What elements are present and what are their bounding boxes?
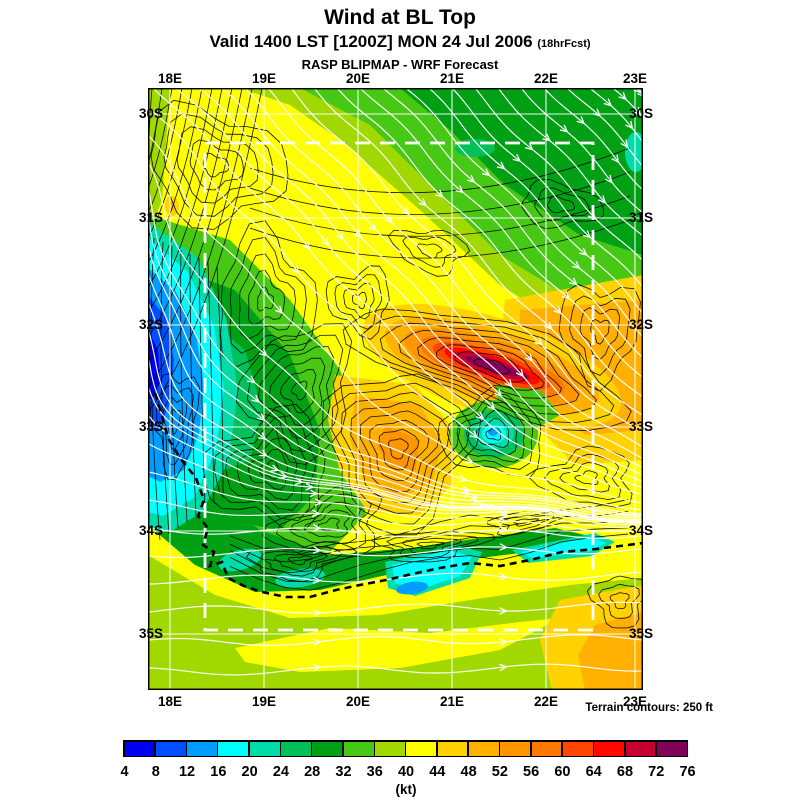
colorbar-tick-label: 16 [210,764,227,780]
colorbar-segment [406,741,437,756]
colorbar-segment [343,741,374,756]
lon-label-top: 22E [533,71,559,86]
colorbar-tick-label: 40 [397,764,415,780]
lon-label-top: 19E [251,71,277,86]
colorbar-segment [625,741,656,756]
colorbar-segment [124,741,155,756]
lon-label-top: 18E [157,71,183,86]
page-title: Wind at BL Top [324,6,476,29]
lat-label-right: 30S [629,106,654,121]
lon-label-bottom: 20E [345,694,371,709]
colorbar-tick-label: 48 [460,764,477,780]
valid-time-text: Valid 1400 LST [1200Z] MON 24 Jul 2006 [209,32,533,51]
colorbar-tick-label: 76 [679,764,696,780]
lon-label-top: 20E [345,71,371,86]
colorbar-tick-label: 20 [241,764,258,780]
colorbar-segment [155,741,186,756]
colorbar-segment [562,741,593,756]
colorbar-tick-label: 44 [429,764,446,780]
map-frame [148,88,643,690]
lat-label-right: 33S [629,419,654,434]
colorbar-tick-label: 32 [335,764,352,780]
colorbar-segment [375,741,405,756]
lon-label-bottom: 19E [251,694,277,709]
lat-label-left: 34S [138,523,163,538]
colorbar-segment [437,741,468,756]
colorbar-segment [312,741,343,756]
colorbar-tick-label: 56 [523,764,540,780]
lon-label-bottom: 21E [439,694,465,709]
lat-label-right: 31S [629,210,654,225]
lon-label-top: 23E [622,71,648,86]
colorbar-unit-label: (kt) [395,782,417,797]
lat-label-left: 33S [138,419,163,434]
colorbar-tick-label: 12 [178,764,196,780]
lat-label-left: 31S [138,210,163,225]
lon-label-bottom: 23E [622,694,648,709]
colorbar-segment [249,741,280,756]
colorbar-tick-label: 72 [648,764,665,780]
lat-label-left: 32S [138,317,163,332]
colorbar-segment [500,741,531,756]
terrain-contour-note: Terrain contours: 250 ft [585,702,713,714]
colorbar-tick-label: 24 [272,764,289,780]
colorbar-segment [281,741,311,756]
wind-map-image [148,88,643,690]
colorbar-tick-label: 60 [554,764,571,780]
colorbar-tick-label: 8 [151,764,160,780]
model-line: RASP BLIPMAP - WRF Forecast [301,57,499,72]
lon-label-bottom: 18E [157,694,183,709]
lat-label-right: 35S [629,626,654,641]
colorbar-tick-label: 28 [304,764,321,780]
colorbar-segment [218,741,249,756]
colorbar-tick-label: 68 [616,764,634,780]
colorbar-segment [187,741,217,756]
valid-time-line: Valid 1400 LST [1200Z] MON 24 Jul 2006 (… [0,32,800,52]
colorbar-segment [531,741,562,756]
colorbar-tick-label: 64 [585,764,602,780]
wind-speed-colorbar [123,740,688,757]
lat-label-left: 35S [138,626,163,641]
lat-label-right: 34S [629,523,654,538]
colorbar-tick-label: 4 [120,764,129,780]
colorbar-tick-label: 36 [366,764,383,780]
colorbar-segment [594,741,624,756]
lon-label-top: 21E [439,71,465,86]
colorbar-tick-label: 52 [491,764,508,780]
lat-label-right: 32S [629,317,654,332]
lat-label-left: 30S [138,106,163,121]
colorbar-segment [468,741,499,756]
lon-label-bottom: 22E [533,694,559,709]
colorbar-segment [656,741,687,756]
forecast-hour-suffix: (18hrFcst) [537,38,591,50]
